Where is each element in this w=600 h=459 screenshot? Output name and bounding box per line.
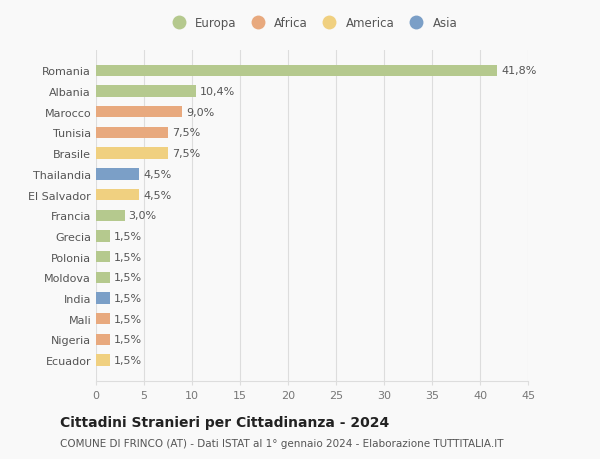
Text: 1,5%: 1,5% [114,335,142,345]
Text: Cittadini Stranieri per Cittadinanza - 2024: Cittadini Stranieri per Cittadinanza - 2… [60,415,389,429]
Text: 7,5%: 7,5% [172,128,200,138]
Bar [96,252,110,263]
Text: 1,5%: 1,5% [114,314,142,324]
Text: 1,5%: 1,5% [114,252,142,262]
Text: 3,0%: 3,0% [128,211,157,221]
Text: 4,5%: 4,5% [143,169,171,179]
Text: 1,5%: 1,5% [114,293,142,303]
Bar [96,272,110,283]
Bar [96,355,110,366]
Bar [96,210,125,221]
Text: COMUNE DI FRINCO (AT) - Dati ISTAT al 1° gennaio 2024 - Elaborazione TUTTITALIA.: COMUNE DI FRINCO (AT) - Dati ISTAT al 1°… [60,438,503,448]
Text: 9,0%: 9,0% [186,107,214,118]
Text: 41,8%: 41,8% [501,66,536,76]
Bar [96,313,110,325]
Text: 1,5%: 1,5% [114,273,142,283]
Bar [96,190,139,201]
Bar [96,334,110,345]
Bar [96,148,168,159]
Legend: Europa, Africa, America, Asia: Europa, Africa, America, Asia [167,17,457,30]
Text: 1,5%: 1,5% [114,355,142,365]
Text: 1,5%: 1,5% [114,231,142,241]
Bar [96,86,196,97]
Bar [96,231,110,242]
Text: 10,4%: 10,4% [200,87,235,97]
Bar [96,107,182,118]
Bar [96,128,168,139]
Bar [96,293,110,304]
Text: 4,5%: 4,5% [143,190,171,200]
Text: 7,5%: 7,5% [172,149,200,159]
Bar [96,66,497,77]
Bar [96,169,139,180]
